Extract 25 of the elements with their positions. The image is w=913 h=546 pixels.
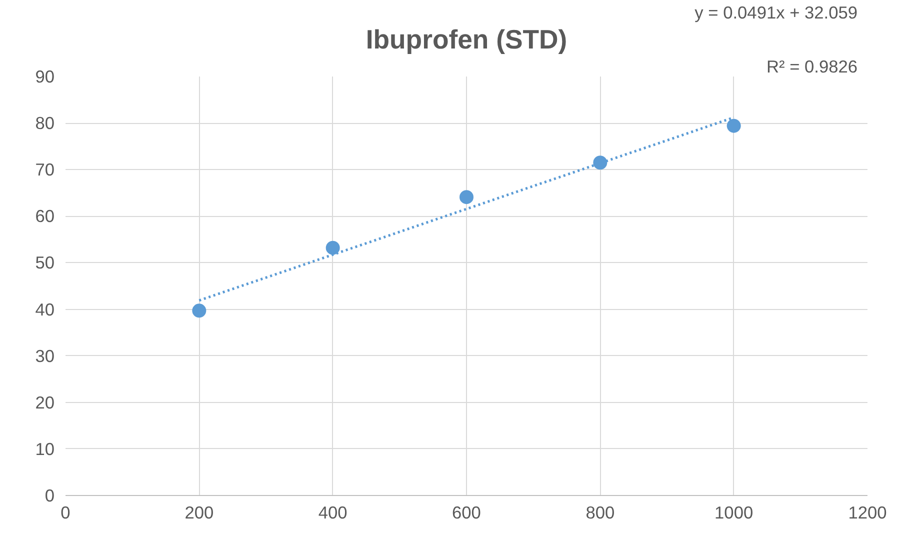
point <box>726 118 741 133</box>
x-tick-label: 800 <box>586 502 615 522</box>
x-tick-label: 200 <box>184 502 214 522</box>
y-tick-label: 0 <box>44 486 55 506</box>
y-tick-label: 40 <box>35 299 55 320</box>
x-tick-label: 1000 <box>714 502 754 522</box>
x-tick-label: 600 <box>452 502 481 522</box>
y-tick-label: 50 <box>35 252 55 273</box>
x-tick-label: 400 <box>318 502 348 522</box>
y-tick-label: 60 <box>35 206 55 226</box>
y-tick-label: 90 <box>35 66 55 86</box>
text: y = 0.0491x + 32.059 <box>694 2 858 22</box>
chart-title: Ibuprofen (STD) <box>366 24 568 54</box>
text: R² = 0.9826 <box>766 56 858 76</box>
y-tick-label: 30 <box>35 346 55 366</box>
y-tick-label: 70 <box>35 160 55 180</box>
point <box>192 304 206 318</box>
point <box>593 156 608 170</box>
x-tick-label: 0 <box>60 502 70 522</box>
y-tick-label: 20 <box>35 392 55 412</box>
y-tick-label: 10 <box>35 438 55 459</box>
point <box>460 190 474 204</box>
point <box>326 240 340 255</box>
y-tick-label: 80 <box>35 113 55 134</box>
x-tick-label: 1200 <box>848 502 887 522</box>
